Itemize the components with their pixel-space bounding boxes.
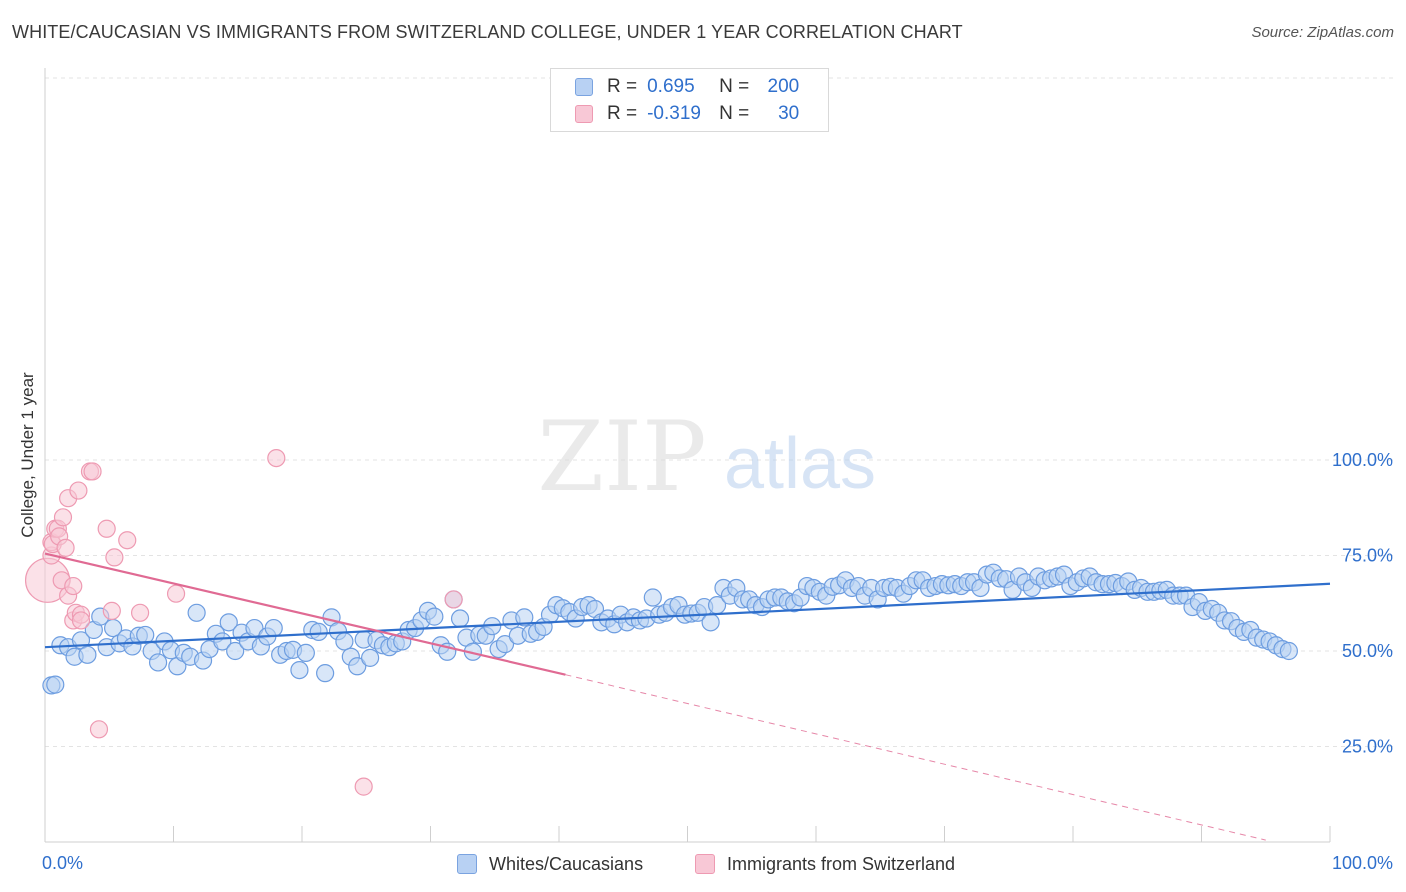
y-tick-label: 75.0% <box>1342 546 1393 566</box>
chart-title: WHITE/CAUCASIAN VS IMMIGRANTS FROM SWITZ… <box>12 22 963 42</box>
whites-point <box>219 613 238 632</box>
legend-r-label: R = <box>607 76 638 97</box>
swiss-point <box>69 481 88 500</box>
swiss-point <box>118 531 137 550</box>
swiss-point <box>89 720 109 739</box>
legend-n-label: N = <box>719 76 750 97</box>
whites-point <box>316 664 335 683</box>
whites-point <box>136 625 155 645</box>
legend-swatch-blue <box>575 78 593 96</box>
swiss-point <box>267 448 286 468</box>
whites-point <box>348 657 367 676</box>
watermark-atlas: atlas <box>724 424 876 504</box>
swiss-point <box>102 601 121 620</box>
legend-n-value: 30 <box>778 103 800 124</box>
tick-labels: 25.0% 50.0% 75.0% 100.0% 0.0% 100.0% <box>42 450 1393 873</box>
swiss-point <box>53 508 73 527</box>
y-tick-label: 50.0% <box>1342 641 1393 661</box>
watermark: ZIP atlas <box>537 401 876 513</box>
legend-row-whites: R = 0.695 N = 200 <box>575 75 799 99</box>
swiss-point <box>105 548 124 567</box>
legend-r-value: -0.319 <box>647 103 701 124</box>
whites-point <box>515 608 534 627</box>
legend-swatch-pink <box>575 105 593 123</box>
swiss-trend-extension <box>565 674 1266 841</box>
legend-n-value: 200 <box>767 76 800 97</box>
y-tick-label: 25.0% <box>1342 737 1393 757</box>
chart-source: Source: ZipAtlas.com <box>1251 24 1394 41</box>
whites-point <box>361 648 380 667</box>
series-swiss-points <box>24 448 463 796</box>
x-tick-label-min: 0.0% <box>42 853 83 873</box>
swiss-point <box>71 611 91 630</box>
axes <box>44 68 1331 843</box>
whites-point <box>148 653 168 672</box>
series-whites-points <box>42 563 1298 695</box>
whites-point <box>450 609 470 628</box>
whites-point <box>187 603 206 622</box>
whites-trend-line <box>44 582 1331 649</box>
swiss-point <box>354 777 373 796</box>
swiss-point <box>83 462 102 481</box>
whites-point <box>701 613 720 632</box>
watermark-zip: ZIP <box>537 401 706 513</box>
whites-point <box>226 641 245 661</box>
whites-point <box>78 645 97 664</box>
swiss-trend-line <box>44 552 566 676</box>
whites-point <box>495 635 515 654</box>
swiss-point <box>97 519 116 538</box>
y-tick-label: 100.0% <box>1332 450 1393 470</box>
swiss-point <box>56 538 75 557</box>
legend-r-label: R = <box>607 103 638 124</box>
swiss-point <box>166 584 186 603</box>
bottom-legend-swiss: Immigrants from Switzerland <box>695 851 955 877</box>
x-tick-label-max: 100.0% <box>1332 853 1393 873</box>
swiss-point <box>444 590 463 609</box>
whites-point <box>264 618 283 638</box>
whites-point <box>290 660 309 680</box>
whites-point <box>309 622 328 642</box>
whites-point <box>1279 641 1298 661</box>
bottom-legend-swatch-pink <box>695 854 715 874</box>
bottom-legend-label: Whites/Caucasians <box>489 853 644 874</box>
whites-point <box>643 588 662 607</box>
legend-r-value: 0.695 <box>647 76 695 97</box>
swiss-point <box>64 576 83 596</box>
whites-point <box>296 643 315 663</box>
trend-lines <box>44 552 1331 841</box>
y-axis-label: College, Under 1 year <box>18 372 37 538</box>
whites-point <box>335 632 354 651</box>
correlation-legend: R = 0.695 N = 200 R = -0.319 N = 30 <box>550 68 829 132</box>
legend-n-label: N = <box>719 103 750 124</box>
bottom-legend-label: Immigrants from Switzerland <box>727 853 956 874</box>
whites-point <box>46 675 65 694</box>
swiss-point <box>130 603 150 622</box>
whites-point <box>425 607 444 626</box>
bottom-legend-whites: Whites/Caucasians <box>457 851 643 877</box>
bottom-legend-swatch-blue <box>457 854 477 874</box>
legend-row-swiss: R = -0.319 N = 30 <box>575 102 799 126</box>
